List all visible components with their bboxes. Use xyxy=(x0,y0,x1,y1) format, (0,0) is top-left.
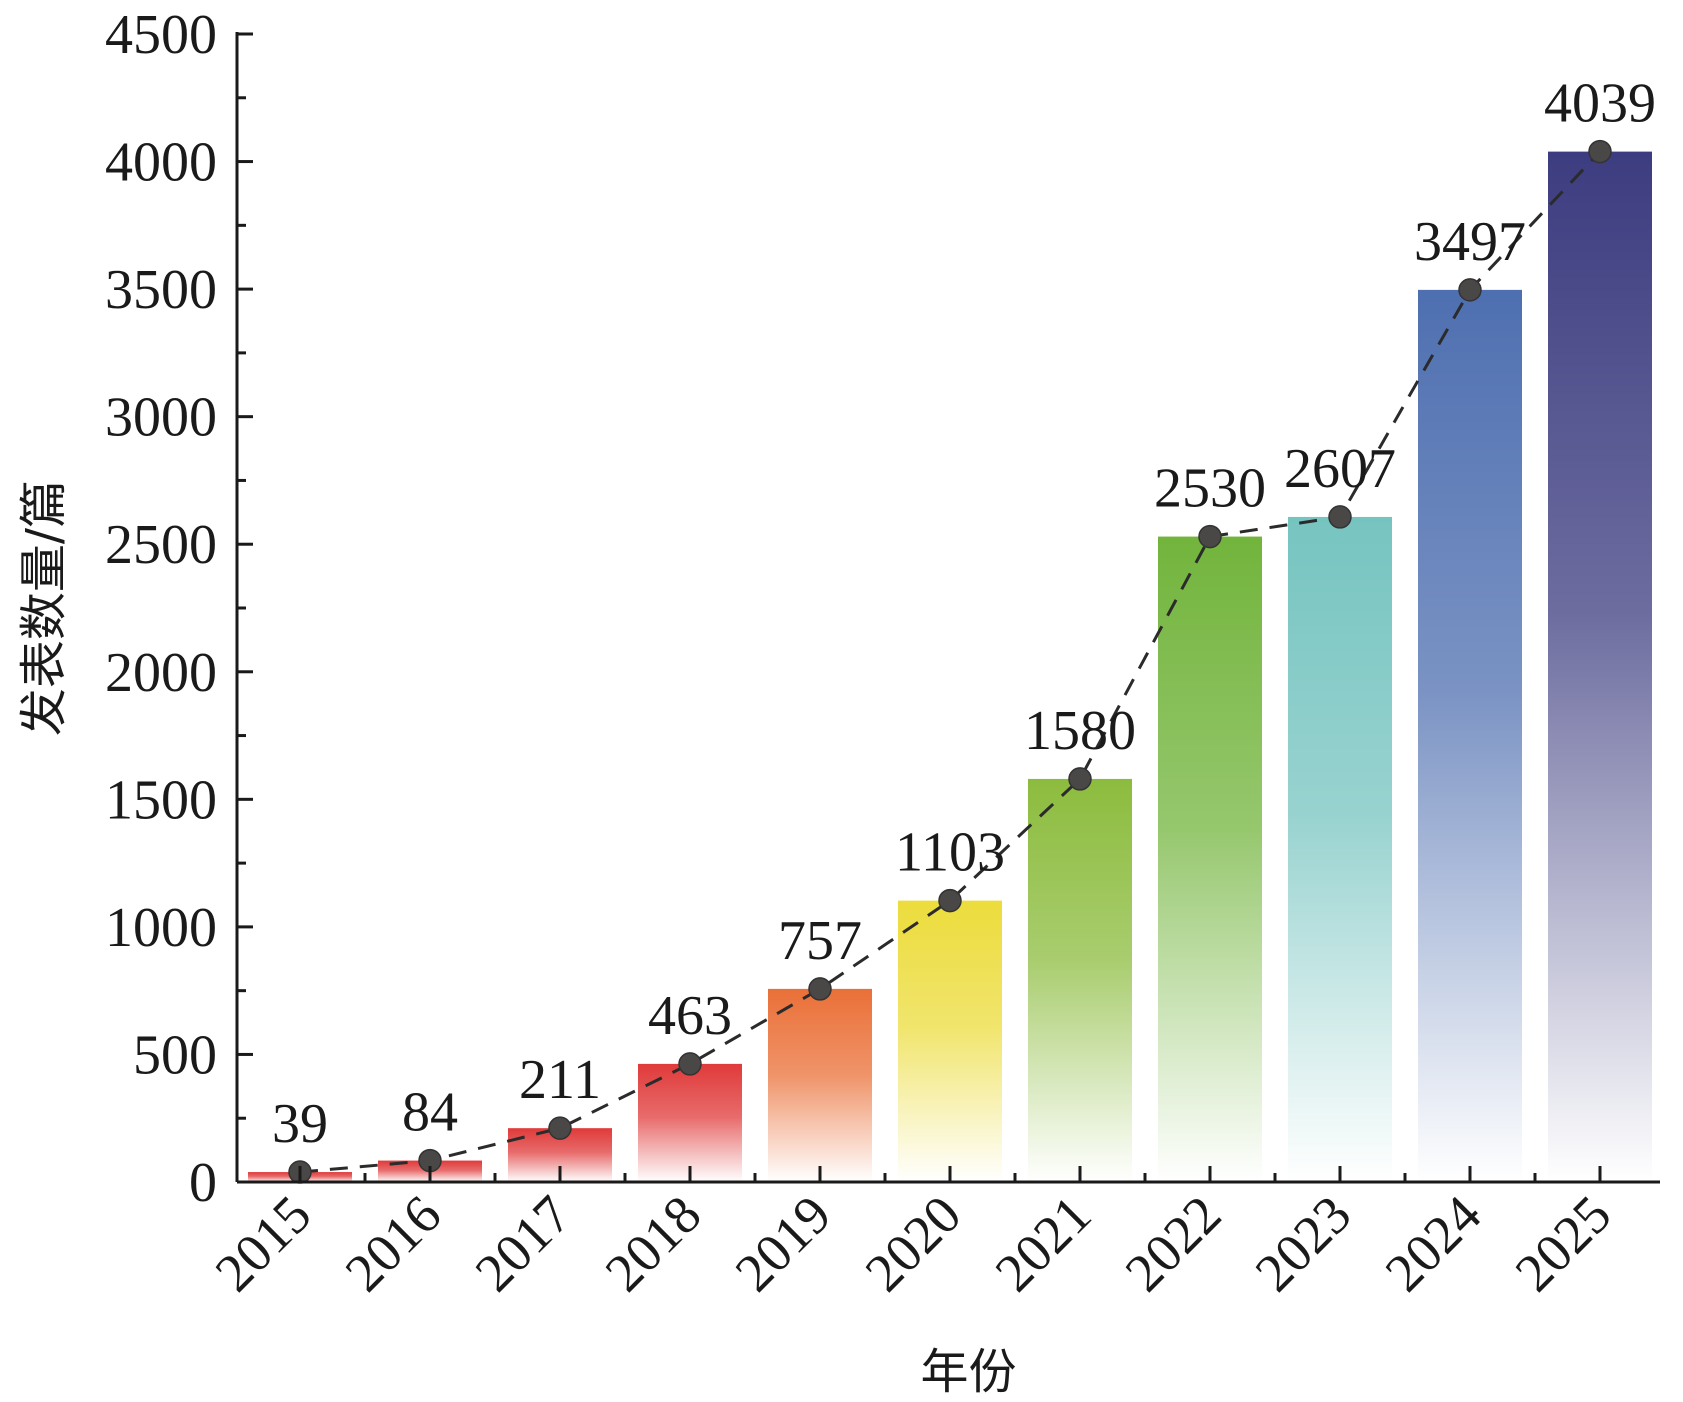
bar-2025 xyxy=(1548,151,1652,1183)
bar-2018 xyxy=(638,1063,742,1182)
data-label-2019: 757 xyxy=(778,910,862,972)
x-tick-label-2024: 2024 xyxy=(1374,1184,1493,1303)
y-tick-label-2500: 2500 xyxy=(105,514,217,576)
trend-group xyxy=(288,139,1612,1184)
bars-group xyxy=(248,151,1652,1183)
marker-2025 xyxy=(1588,139,1612,164)
x-tick-label-2023: 2023 xyxy=(1244,1184,1363,1303)
marker-2020 xyxy=(938,888,962,913)
data-label-2025: 4039 xyxy=(1544,73,1656,135)
y-tick-label-3000: 3000 xyxy=(105,387,217,449)
data-label-2016: 84 xyxy=(402,1082,458,1144)
y-axis-title: 发表数量/篇 xyxy=(16,480,72,736)
y-tick-label-2000: 2000 xyxy=(105,642,217,704)
x-tick-label-2018: 2018 xyxy=(594,1184,713,1303)
x-tick-label-2021: 2021 xyxy=(984,1184,1103,1303)
data-label-2022: 2530 xyxy=(1154,458,1266,520)
marker-2021 xyxy=(1068,767,1092,791)
y-tick-label-4000: 4000 xyxy=(105,132,217,194)
marker-2024 xyxy=(1458,278,1482,302)
x-tick-label-2016: 2016 xyxy=(334,1184,453,1303)
data-label-2015: 39 xyxy=(272,1093,328,1155)
data-label-2024: 3497 xyxy=(1414,211,1526,273)
marker-2022 xyxy=(1198,524,1222,549)
data-label-2017: 211 xyxy=(519,1049,601,1111)
y-tick-label-1500: 1500 xyxy=(105,769,217,831)
x-tick-label-2022: 2022 xyxy=(1114,1184,1233,1303)
y-tick-label-1000: 1000 xyxy=(105,897,217,959)
marker-2023 xyxy=(1328,505,1352,529)
data-labels-group: 39 84 211 463 757 1103 1580 2530 2607 3497 4039 xyxy=(272,73,1656,1155)
x-axis-title: 年份 xyxy=(920,1344,1016,1400)
bar-2022 xyxy=(1158,536,1262,1182)
bar-2020 xyxy=(898,900,1002,1182)
y-tick-label-4500: 4500 xyxy=(105,4,217,66)
marker-2018 xyxy=(678,1052,702,1076)
data-label-2020: 1103 xyxy=(895,822,1005,884)
x-tick-label-2020: 2020 xyxy=(854,1184,973,1303)
x-tick-label-2025: 2025 xyxy=(1504,1184,1623,1303)
x-tick-label-2019: 2019 xyxy=(724,1184,843,1303)
y-tick-label-3500: 3500 xyxy=(105,259,217,321)
trend-line xyxy=(299,150,1602,1174)
bar-2024 xyxy=(1418,289,1522,1182)
x-tick-label-2017: 2017 xyxy=(464,1184,583,1303)
bar-2023 xyxy=(1288,516,1392,1182)
y-tick-label-0: 0 xyxy=(189,1152,217,1214)
data-label-2021: 1580 xyxy=(1024,700,1136,762)
x-tick-label-2015: 2015 xyxy=(204,1184,323,1303)
y-tick-label-500: 500 xyxy=(133,1024,217,1086)
marker-2019 xyxy=(808,977,832,1001)
bar-2019 xyxy=(768,988,872,1182)
marker-2017 xyxy=(548,1116,572,1140)
data-label-2018: 463 xyxy=(648,985,732,1047)
data-label-2023: 2607 xyxy=(1284,438,1396,500)
bar-2021 xyxy=(1028,778,1132,1182)
